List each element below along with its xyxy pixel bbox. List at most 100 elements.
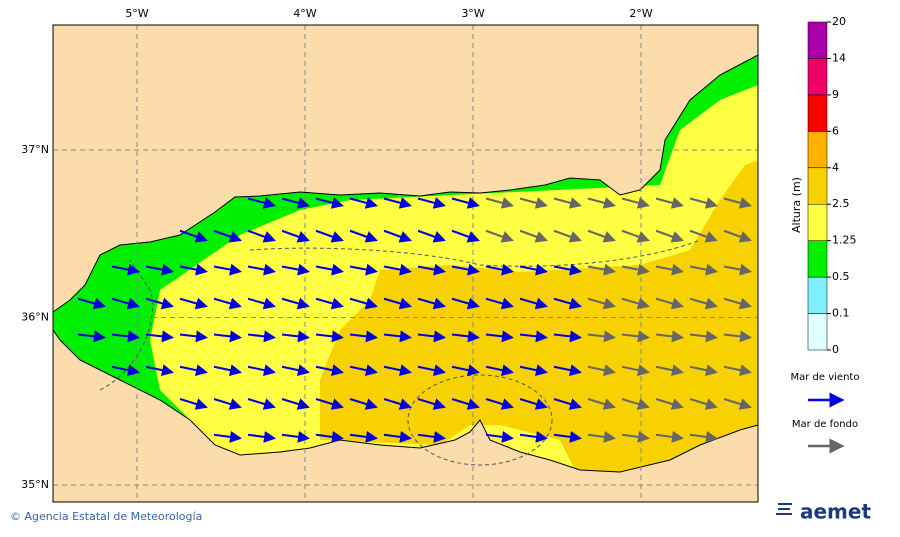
wind-sea-arrow (485, 430, 514, 443)
wind-sea-arrow (417, 364, 446, 377)
wind-sea-arrow (315, 364, 344, 377)
wind-sea-arrow (111, 297, 140, 310)
swell-arrow (689, 430, 718, 443)
wind-sea-arrow (213, 297, 242, 310)
colorbar-title: Altura (m) (790, 177, 803, 233)
wind-sea-arrow (485, 398, 514, 410)
swell-arrow (621, 297, 650, 310)
wind-sea-arrow (247, 398, 276, 410)
wind-sea-arrow (349, 398, 378, 410)
colorbar-label: 0 (832, 343, 839, 356)
swell-arrow (587, 297, 616, 310)
wind-sea-arrow (451, 297, 480, 310)
lat-label: 36°N (21, 311, 49, 324)
graticule (53, 25, 758, 502)
swell-arrow (655, 263, 684, 276)
swell-arrow (587, 229, 616, 243)
wind-sea-arrow (111, 330, 140, 343)
wind-sea-arrow (349, 229, 378, 243)
lon-label: 4°W (293, 7, 316, 20)
wind-sea-arrow (247, 364, 276, 377)
colorbar-segment (807, 313, 828, 351)
wind-sea-arrow (179, 330, 208, 343)
wind-sea-arrow (179, 229, 208, 243)
wind-sea-arrow (519, 330, 548, 343)
wind-sea-arrow (213, 330, 242, 343)
wind-sea-arrow (417, 229, 446, 243)
colorbar-segment (807, 203, 828, 241)
wind-sea-arrow (77, 297, 106, 310)
wind-sea-arrow (383, 330, 412, 343)
wind-sea-arrow (213, 229, 242, 243)
wind-sea-arrow (281, 330, 310, 343)
colorbar-segment (807, 167, 828, 205)
wind-sea-arrow (145, 263, 174, 276)
swell-arrow (587, 263, 616, 276)
wind-sea-arrow (145, 364, 174, 377)
swell-arrow (723, 398, 752, 410)
swell-arrow (655, 229, 684, 243)
swell-arrow (485, 229, 514, 243)
wind-sea-arrow (213, 364, 242, 377)
swell-arrow (689, 398, 718, 410)
wind-sea-arrow (451, 229, 480, 243)
wind-sea-arrow (383, 364, 412, 377)
wind-sea-arrow (315, 263, 344, 276)
wind-sea-arrow (315, 430, 344, 443)
colorbar-segment (807, 131, 828, 169)
lon-label: 3°W (461, 7, 484, 20)
wind-sea-arrow (451, 330, 480, 343)
wind-sea-arrow (383, 263, 412, 276)
colorbar-label: 1.25 (832, 234, 857, 247)
wave-arrows (77, 197, 752, 443)
wind-sea-arrow (145, 330, 174, 343)
wind-sea-arrow (247, 229, 276, 243)
wind-sea-arrow (315, 297, 344, 310)
footer-credit: © Agencia Estatal de Meteorología (10, 510, 202, 523)
swell-arrow (655, 398, 684, 410)
swell-arrow (655, 297, 684, 310)
swell-arrow (689, 297, 718, 310)
wind-sea-arrow (349, 330, 378, 343)
colorbar-segment (807, 94, 828, 132)
colorbar-label: 2.5 (832, 197, 850, 210)
colorbar-label: 0.1 (832, 307, 850, 320)
wind-sea-arrow (281, 297, 310, 310)
wind-sea-arrow (247, 330, 276, 343)
swell-arrow (587, 197, 616, 209)
wind-sea-arrow (349, 197, 378, 209)
wind-sea-arrow (179, 398, 208, 410)
swell-arrow (587, 330, 616, 343)
wind-sea-arrow (553, 430, 582, 443)
legend-wind-sea: Mar de viento (791, 372, 860, 383)
wind-sea-arrow (519, 430, 548, 443)
wind-sea-arrow (349, 263, 378, 276)
wind-sea-arrow (383, 197, 412, 209)
wind-sea-arrow (213, 398, 242, 410)
wind-sea-arrow (281, 430, 310, 443)
wind-sea-arrow (315, 229, 344, 243)
wind-sea-arrow (111, 364, 140, 377)
wind-sea-arrow (247, 297, 276, 310)
wind-sea-arrow (281, 398, 310, 410)
wind-sea-arrow (417, 398, 446, 410)
swell-arrow (655, 430, 684, 443)
lon-label: 5°W (125, 7, 148, 20)
wind-sea-arrow (111, 263, 140, 276)
colorbar-segment (807, 276, 828, 314)
colorbar-segment (807, 58, 828, 96)
lon-label: 2°W (629, 7, 652, 20)
map-frame (52, 24, 759, 503)
wind-sea-arrow (553, 398, 582, 410)
swell-arrow (519, 197, 548, 209)
wind-sea-arrow (179, 364, 208, 377)
swell-arrow (621, 229, 650, 243)
wind-sea-arrow (349, 364, 378, 377)
wind-sea-arrow (485, 297, 514, 310)
colorbar: 0 0.1 0.5 1.25 2.5 4 6 9 14 20 (807, 15, 857, 356)
swell-arrow (485, 197, 514, 209)
wind-sea-arrow (281, 197, 310, 209)
swell-arrow (621, 330, 650, 343)
wind-sea-arrow (553, 297, 582, 310)
wind-sea-arrow (281, 229, 310, 243)
